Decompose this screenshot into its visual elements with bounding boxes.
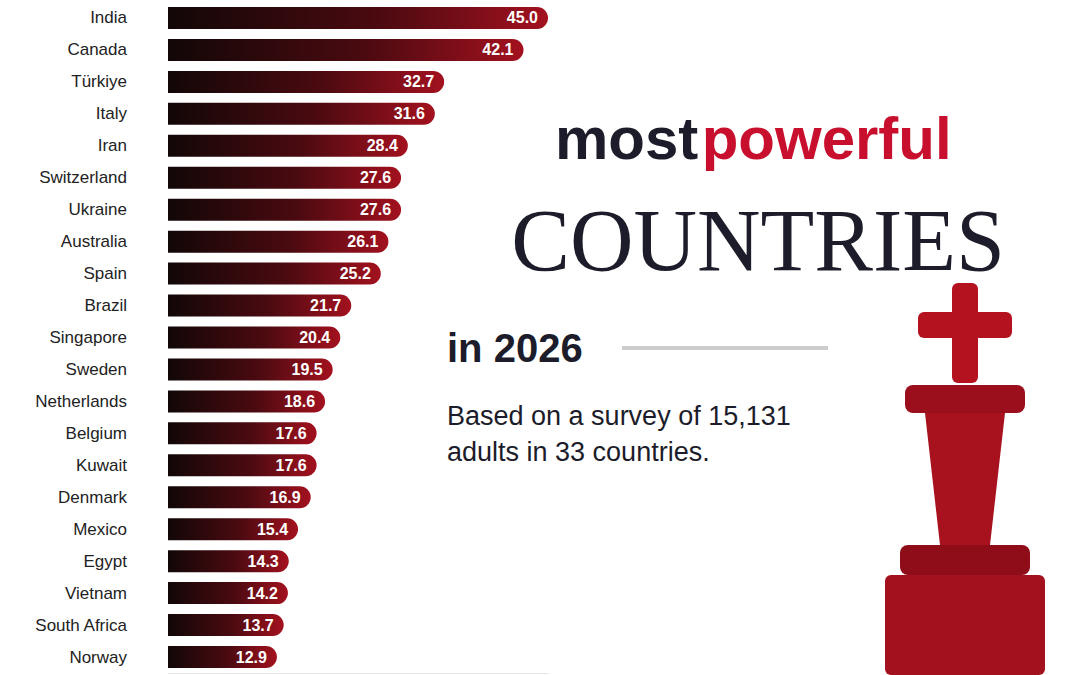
svg-text:Mexico: Mexico (73, 520, 127, 539)
svg-text:13.7: 13.7 (243, 617, 274, 634)
svg-text:Egypt: Egypt (84, 552, 128, 571)
svg-text:15.4: 15.4 (257, 521, 288, 538)
svg-text:Singapore: Singapore (49, 328, 127, 347)
svg-text:14.2: 14.2 (247, 585, 278, 602)
svg-text:14.3: 14.3 (248, 553, 279, 570)
svg-text:17.6: 17.6 (275, 425, 306, 442)
svg-text:Sweden: Sweden (66, 360, 127, 379)
svg-text:Switzerland: Switzerland (39, 168, 127, 187)
svg-text:Belgium: Belgium (66, 424, 127, 443)
svg-text:Denmark: Denmark (58, 488, 127, 507)
svg-text:Brazil: Brazil (84, 296, 127, 315)
svg-text:18.6: 18.6 (284, 393, 315, 410)
svg-text:Spain: Spain (84, 264, 127, 283)
svg-text:31.6: 31.6 (394, 105, 425, 122)
svg-text:27.6: 27.6 (360, 169, 391, 186)
svg-text:Netherlands: Netherlands (35, 392, 127, 411)
svg-text:in 2026: in 2026 (447, 326, 583, 370)
svg-text:25.2: 25.2 (340, 265, 371, 282)
svg-text:Norway: Norway (69, 648, 127, 667)
svg-text:45.0: 45.0 (507, 9, 538, 26)
svg-text:COUNTRIES: COUNTRIES (511, 192, 1005, 289)
svg-text:Canada: Canada (67, 40, 127, 59)
svg-text:powerful: powerful (702, 105, 952, 172)
svg-text:17.6: 17.6 (275, 457, 306, 474)
svg-text:most: most (555, 105, 698, 172)
svg-text:42.1: 42.1 (482, 41, 513, 58)
svg-text:Based on a survey of 15,131: Based on a survey of 15,131 (447, 401, 798, 431)
svg-text:India: India (90, 8, 127, 27)
svg-text:12.9: 12.9 (236, 649, 267, 666)
svg-text:21.7: 21.7 (310, 297, 341, 314)
svg-text:27.6: 27.6 (360, 201, 391, 218)
svg-text:32.7: 32.7 (403, 73, 434, 90)
svg-text:Italy: Italy (96, 104, 128, 123)
svg-text:26.1: 26.1 (347, 233, 378, 250)
svg-text:Iran: Iran (98, 136, 127, 155)
svg-text:28.4: 28.4 (367, 137, 398, 154)
svg-text:Australia: Australia (61, 232, 128, 251)
svg-text:Türkiye: Türkiye (71, 72, 127, 91)
svg-text:16.9: 16.9 (270, 489, 301, 506)
svg-text:19.5: 19.5 (292, 361, 323, 378)
svg-text:Ukraine: Ukraine (68, 200, 127, 219)
svg-text:Kuwait: Kuwait (76, 456, 127, 475)
svg-text:South Africa: South Africa (35, 616, 127, 635)
svg-text:adults in 33 countries.: adults in 33 countries. (447, 437, 710, 467)
svg-text:Vietnam: Vietnam (65, 584, 127, 603)
svg-text:20.4: 20.4 (299, 329, 330, 346)
